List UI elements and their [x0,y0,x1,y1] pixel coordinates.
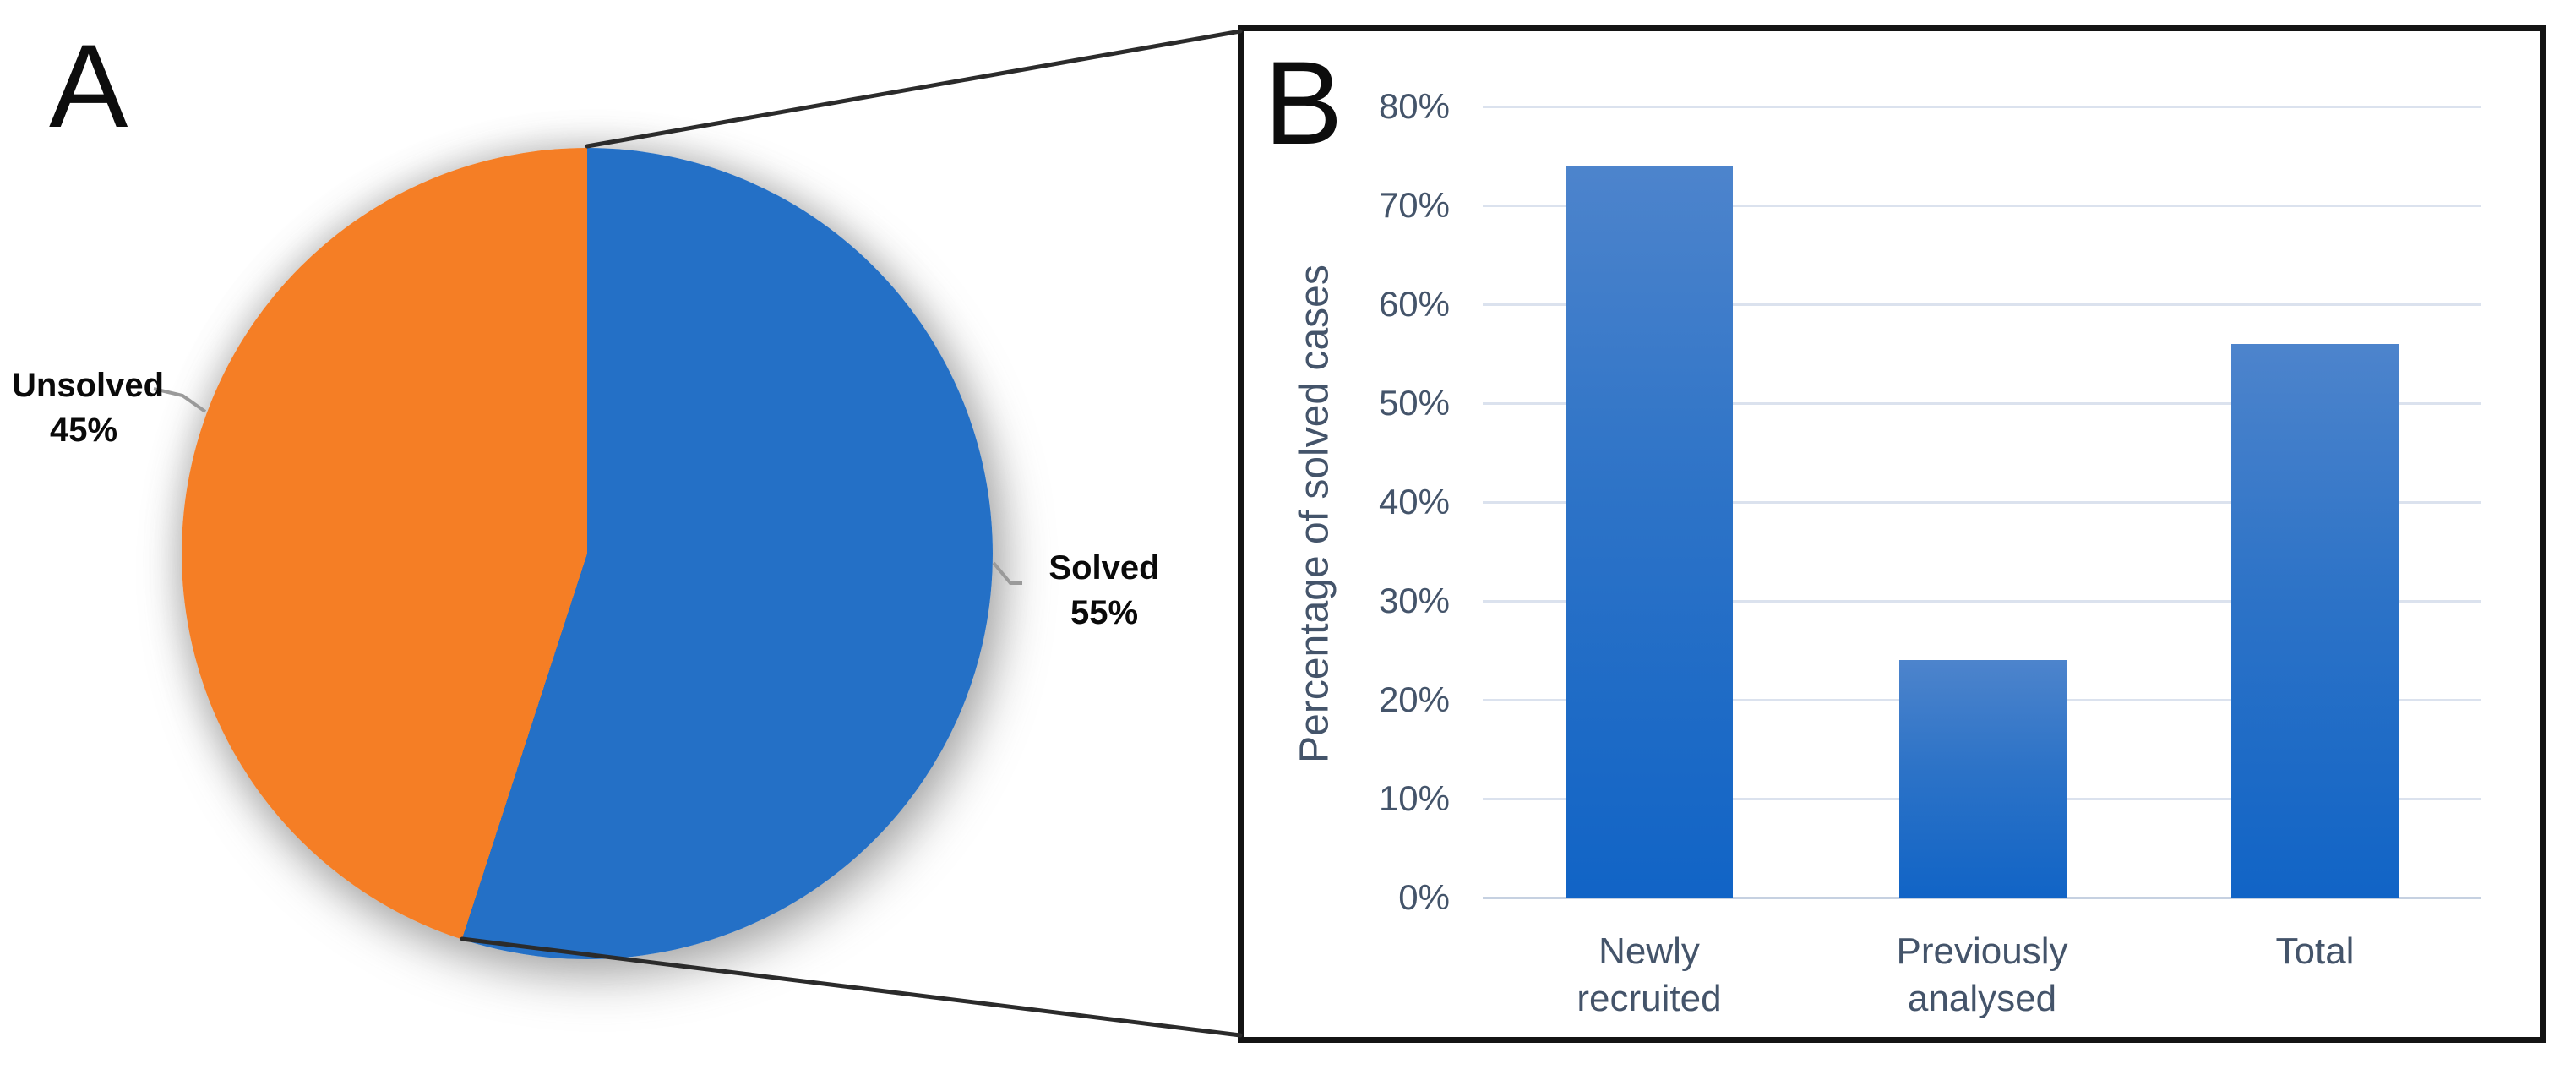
gridline [1483,501,2481,504]
y-tick-label: 0% [1398,877,1450,917]
y-tick-label: 70% [1378,185,1450,225]
y-tick-label: 10% [1378,778,1450,818]
category-label-previously-analysed: Previously analysed [1896,930,2068,1020]
y-tick-label: 80% [1378,86,1450,126]
gridline [1483,106,2481,108]
category-label-newly-recruited: Newly recruited [1577,930,1722,1020]
y-tick-label: 40% [1378,482,1450,521]
bar-total [2231,343,2399,898]
category-label-total: Total [2275,930,2355,972]
pie-label-solved: Solved 55% [1024,546,1185,636]
solved-leader-line [992,561,1022,585]
bar-previously-analysed [1899,660,2067,898]
gridline [1483,600,2481,603]
pie-label-unsolved: Unsolved 45% [12,363,165,453]
gridline [1483,205,2481,207]
gridline [1483,303,2481,306]
x-axis-line [1483,897,2481,899]
y-tick-label: 20% [1378,679,1450,719]
pie-chart [182,148,993,959]
panel-b-label: B [1264,36,1343,169]
zoom-line-top [585,29,1243,149]
bar-newly-recruited [1566,166,1733,898]
y-tick-label: 60% [1378,284,1450,324]
pie-label-solved-pct: 55% [1070,593,1139,631]
y-axis-title: Percentage of solved cases [1292,265,1337,763]
pie-label-solved-name: Solved [1048,549,1160,587]
y-tick-label: 30% [1378,581,1450,620]
pie-label-unsolved-pct: 45% [49,411,118,449]
pie-label-unsolved-name: Unsolved [12,367,165,404]
panel-a-label: A [49,19,128,152]
y-tick-label: 50% [1378,383,1450,423]
gridline [1483,402,2481,405]
